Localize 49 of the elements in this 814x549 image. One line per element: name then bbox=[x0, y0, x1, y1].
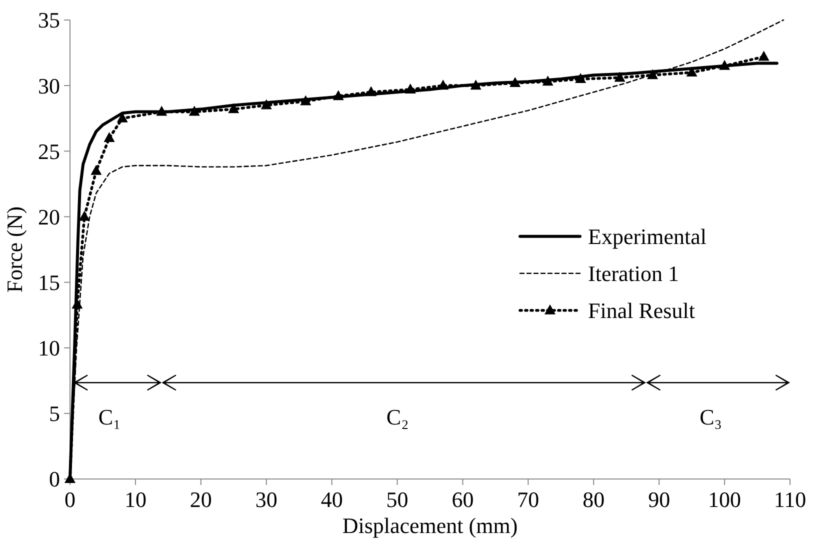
y-tick-label: 30 bbox=[38, 73, 60, 98]
x-tick-label: 80 bbox=[582, 487, 605, 512]
point bbox=[260, 99, 272, 110]
y-tick-label: 0 bbox=[49, 466, 60, 492]
point bbox=[188, 106, 200, 116]
x-tick-label: 30 bbox=[255, 487, 278, 512]
x-tick-label: 20 bbox=[190, 487, 212, 512]
point bbox=[404, 84, 416, 94]
x-tick-label: 0 bbox=[64, 487, 76, 512]
x-tick-label: 50 bbox=[386, 487, 408, 512]
x-tick-label: 70 bbox=[517, 487, 540, 512]
x-tick-label: 110 bbox=[774, 487, 806, 512]
legend-label: Iteration 1 bbox=[588, 261, 680, 286]
point bbox=[90, 164, 102, 175]
point bbox=[758, 50, 770, 61]
point bbox=[366, 86, 377, 96]
x-tick-label: 40 bbox=[320, 487, 343, 512]
point bbox=[647, 69, 658, 80]
point bbox=[614, 72, 626, 82]
y-tick-label: 25 bbox=[38, 138, 60, 164]
point bbox=[104, 132, 115, 142]
x-tick-label: 100 bbox=[708, 487, 742, 512]
y-axis-title: Force (N) bbox=[2, 206, 27, 293]
y-tick-label: 10 bbox=[38, 336, 60, 361]
y-tick-label: 15 bbox=[38, 270, 60, 295]
annotation: C₃ bbox=[700, 404, 722, 430]
legend-label: Final Result bbox=[588, 298, 695, 324]
point bbox=[300, 95, 312, 106]
point bbox=[156, 106, 168, 116]
point bbox=[470, 80, 482, 90]
annotation: C₁ bbox=[98, 404, 121, 430]
y-tick-label: 20 bbox=[38, 204, 60, 230]
point bbox=[575, 73, 586, 84]
x-tick-label: 90 bbox=[648, 487, 670, 512]
point bbox=[510, 76, 521, 87]
x-tick-label: 10 bbox=[124, 487, 146, 512]
annotation: C₂ bbox=[386, 404, 409, 430]
point bbox=[332, 90, 344, 100]
y-tick-label: 5 bbox=[49, 401, 60, 426]
point bbox=[542, 76, 554, 86]
point bbox=[78, 210, 90, 221]
legend-label: Experimental bbox=[588, 224, 707, 250]
point bbox=[438, 80, 449, 90]
point bbox=[228, 103, 240, 114]
x-tick-label: 60 bbox=[452, 487, 474, 512]
point bbox=[72, 298, 83, 309]
y-tick-label: 35 bbox=[38, 8, 60, 33]
x-axis-title: Displacement (mm) bbox=[342, 513, 518, 538]
point bbox=[686, 66, 698, 76]
